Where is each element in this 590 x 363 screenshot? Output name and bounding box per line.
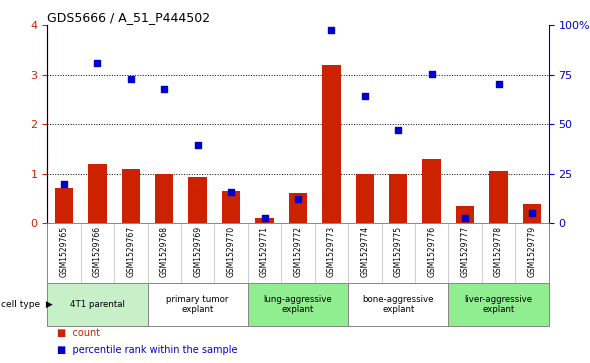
Point [260, 215, 269, 221]
Text: GSM1529770: GSM1529770 [227, 226, 235, 277]
Bar [356, 174, 374, 223]
Point [427, 71, 437, 77]
Bar [456, 206, 474, 223]
Text: ■  percentile rank within the sample: ■ percentile rank within the sample [57, 345, 238, 355]
Bar [88, 164, 107, 223]
Text: 4T1 parental: 4T1 parental [70, 300, 125, 309]
Bar [122, 169, 140, 223]
Bar [448, 282, 549, 326]
Bar [523, 204, 541, 223]
Text: GSM1529769: GSM1529769 [193, 226, 202, 277]
Bar [389, 174, 408, 223]
Text: GSM1529773: GSM1529773 [327, 226, 336, 277]
Text: GSM1529771: GSM1529771 [260, 226, 269, 277]
Bar [489, 171, 508, 223]
Text: GSM1529777: GSM1529777 [461, 226, 470, 277]
Text: GSM1529779: GSM1529779 [527, 226, 536, 277]
Text: primary tumor
explant: primary tumor explant [166, 295, 229, 314]
Bar [222, 191, 240, 223]
Text: GDS5666 / A_51_P444502: GDS5666 / A_51_P444502 [47, 11, 210, 24]
Point [193, 142, 202, 148]
Text: GSM1529775: GSM1529775 [394, 226, 403, 277]
Bar [47, 282, 148, 326]
Bar [322, 65, 340, 223]
Point [227, 189, 236, 195]
Point [126, 76, 136, 82]
Bar [55, 188, 73, 223]
Bar [155, 174, 173, 223]
Text: cell type  ▶: cell type ▶ [1, 300, 53, 309]
Text: GSM1529767: GSM1529767 [126, 226, 135, 277]
Point [460, 215, 470, 221]
Bar [255, 218, 274, 223]
Text: GSM1529776: GSM1529776 [427, 226, 436, 277]
Bar [148, 282, 248, 326]
Text: GSM1529765: GSM1529765 [60, 226, 68, 277]
Bar [248, 282, 348, 326]
Point [360, 93, 369, 98]
Bar [289, 192, 307, 223]
Text: GSM1529778: GSM1529778 [494, 226, 503, 277]
Bar [188, 177, 207, 223]
Point [394, 127, 403, 133]
Text: lung-aggressive
explant: lung-aggressive explant [264, 295, 332, 314]
Point [293, 197, 303, 203]
Point [59, 181, 68, 187]
Point [494, 81, 503, 87]
Text: bone-aggressive
explant: bone-aggressive explant [362, 295, 434, 314]
Text: liver-aggressive
explant: liver-aggressive explant [464, 295, 533, 314]
Point [327, 28, 336, 33]
Bar [348, 282, 448, 326]
Text: GSM1529772: GSM1529772 [293, 226, 303, 277]
Text: ■  count: ■ count [57, 329, 100, 338]
Point [93, 60, 102, 66]
Text: GSM1529766: GSM1529766 [93, 226, 102, 277]
Bar [422, 159, 441, 223]
Text: GSM1529774: GSM1529774 [360, 226, 369, 277]
Point [527, 211, 537, 216]
Point [159, 86, 169, 91]
Text: GSM1529768: GSM1529768 [160, 226, 169, 277]
